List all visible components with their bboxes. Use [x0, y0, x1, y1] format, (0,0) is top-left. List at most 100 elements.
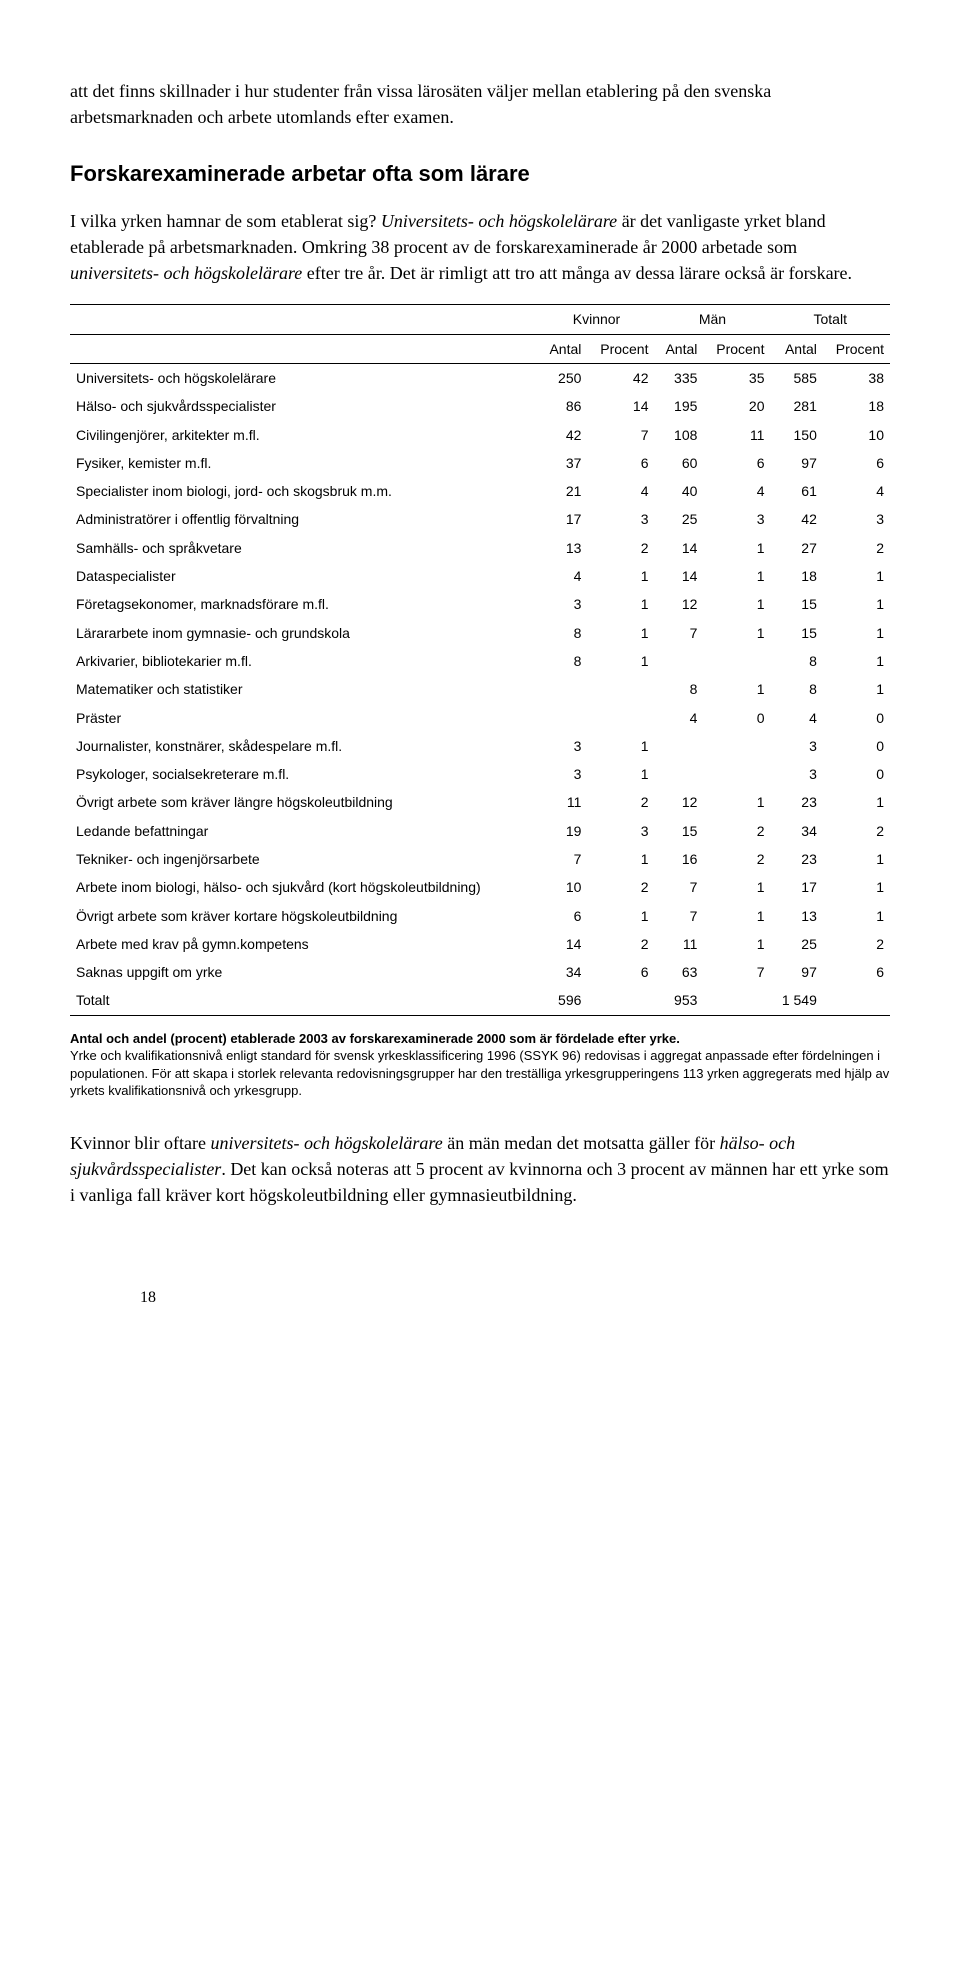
cell: [823, 986, 890, 1015]
col-group-man: Män: [654, 305, 770, 334]
italic-term: Universitets- och högskolelärare: [381, 211, 617, 231]
cell: 150: [770, 421, 822, 449]
closing-paragraph: Kvinnor blir oftare universitets- och hö…: [70, 1130, 890, 1208]
cell: [654, 647, 703, 675]
col-group-kvinnor: Kvinnor: [538, 305, 654, 334]
cell: 3: [538, 590, 587, 618]
col-sub: Procent: [703, 334, 770, 363]
cell: 1: [823, 619, 890, 647]
cell: 953: [654, 986, 703, 1015]
col-sub: Procent: [823, 334, 890, 363]
cell: 15: [654, 817, 703, 845]
cell: 27: [770, 534, 822, 562]
cell: 14: [538, 930, 587, 958]
cell: 1: [703, 590, 770, 618]
cell: 34: [770, 817, 822, 845]
table-row: Specialister inom biologi, jord- och sko…: [70, 477, 890, 505]
row-label: Övrigt arbete som kräver kortare högskol…: [70, 902, 538, 930]
cell: 1: [823, 590, 890, 618]
cell: 195: [654, 392, 703, 420]
cell: 6: [587, 958, 654, 986]
cell: 4: [823, 477, 890, 505]
cell: 16: [654, 845, 703, 873]
table-row: Tekniker- och ingenjörsarbete71162231: [70, 845, 890, 873]
cell: 3: [823, 505, 890, 533]
cell: 6: [587, 449, 654, 477]
cell: 1: [587, 902, 654, 930]
table-row: Präster4040: [70, 704, 890, 732]
cell: 1: [703, 873, 770, 901]
row-label: Ledande befattningar: [70, 817, 538, 845]
table-row: Dataspecialister41141181: [70, 562, 890, 590]
cell: 1: [823, 902, 890, 930]
cell: 8: [538, 619, 587, 647]
cell: 7: [538, 845, 587, 873]
cell: 1: [587, 732, 654, 760]
cell: [654, 732, 703, 760]
row-label: Fysiker, kemister m.fl.: [70, 449, 538, 477]
cell: 12: [654, 590, 703, 618]
cell: 250: [538, 363, 587, 392]
cell: 4: [654, 704, 703, 732]
cell: 2: [823, 930, 890, 958]
table-row: Saknas uppgift om yrke346637976: [70, 958, 890, 986]
cell: 108: [654, 421, 703, 449]
cell: 6: [823, 449, 890, 477]
col-sub: Antal: [654, 334, 703, 363]
cell: 10: [823, 421, 890, 449]
cell: 1: [587, 760, 654, 788]
cell: 14: [654, 534, 703, 562]
table-row: Administratörer i offentlig förvaltning1…: [70, 505, 890, 533]
cell: [703, 760, 770, 788]
cell: 11: [703, 421, 770, 449]
cell: 63: [654, 958, 703, 986]
cell: 7: [654, 619, 703, 647]
text-run: än män medan det motsatta gäller för: [443, 1133, 720, 1153]
cell: [587, 675, 654, 703]
table-row: Övrigt arbete som kräver kortare högskol…: [70, 902, 890, 930]
cell: 21: [538, 477, 587, 505]
row-label: Hälso- och sjukvårdsspecialister: [70, 392, 538, 420]
cell: 2: [703, 845, 770, 873]
cell: 1 549: [770, 986, 822, 1015]
cell: 38: [823, 363, 890, 392]
cell: 1: [703, 562, 770, 590]
table-row: Samhälls- och språkvetare132141272: [70, 534, 890, 562]
cell: 6: [703, 449, 770, 477]
cell: [654, 760, 703, 788]
cell: 2: [587, 788, 654, 816]
table-row: Arbete med krav på gymn.kompetens1421112…: [70, 930, 890, 958]
cell: 1: [703, 619, 770, 647]
table-row: Arbete inom biologi, hälso- och sjukvård…: [70, 873, 890, 901]
row-label: Administratörer i offentlig förvaltning: [70, 505, 538, 533]
cell: 1: [587, 619, 654, 647]
cell: 25: [654, 505, 703, 533]
cell: 3: [770, 760, 822, 788]
cell: 4: [770, 704, 822, 732]
cell: 61: [770, 477, 822, 505]
cell: 4: [703, 477, 770, 505]
cell: 25: [770, 930, 822, 958]
text-run: I vilka yrken hamnar de som etablerat si…: [70, 211, 381, 231]
cell: 19: [538, 817, 587, 845]
cell: 1: [587, 562, 654, 590]
cell: 3: [587, 505, 654, 533]
cell: 13: [770, 902, 822, 930]
cell: 97: [770, 449, 822, 477]
cell: 14: [587, 392, 654, 420]
cell: 2: [587, 873, 654, 901]
row-label: Arbete inom biologi, hälso- och sjukvård…: [70, 873, 538, 901]
cell: 11: [654, 930, 703, 958]
row-label: Lärararbete inom gymnasie- och grundskol…: [70, 619, 538, 647]
cell: 34: [538, 958, 587, 986]
cell: 2: [703, 817, 770, 845]
cell: 86: [538, 392, 587, 420]
cell: 1: [823, 647, 890, 675]
cell: [587, 704, 654, 732]
cell: 7: [654, 902, 703, 930]
cell: 1: [823, 675, 890, 703]
text-run: Kvinnor blir oftare: [70, 1133, 210, 1153]
caption-title: Antal och andel (procent) etablerade 200…: [70, 1031, 680, 1046]
cell: 6: [823, 958, 890, 986]
col-blank: [70, 334, 538, 363]
